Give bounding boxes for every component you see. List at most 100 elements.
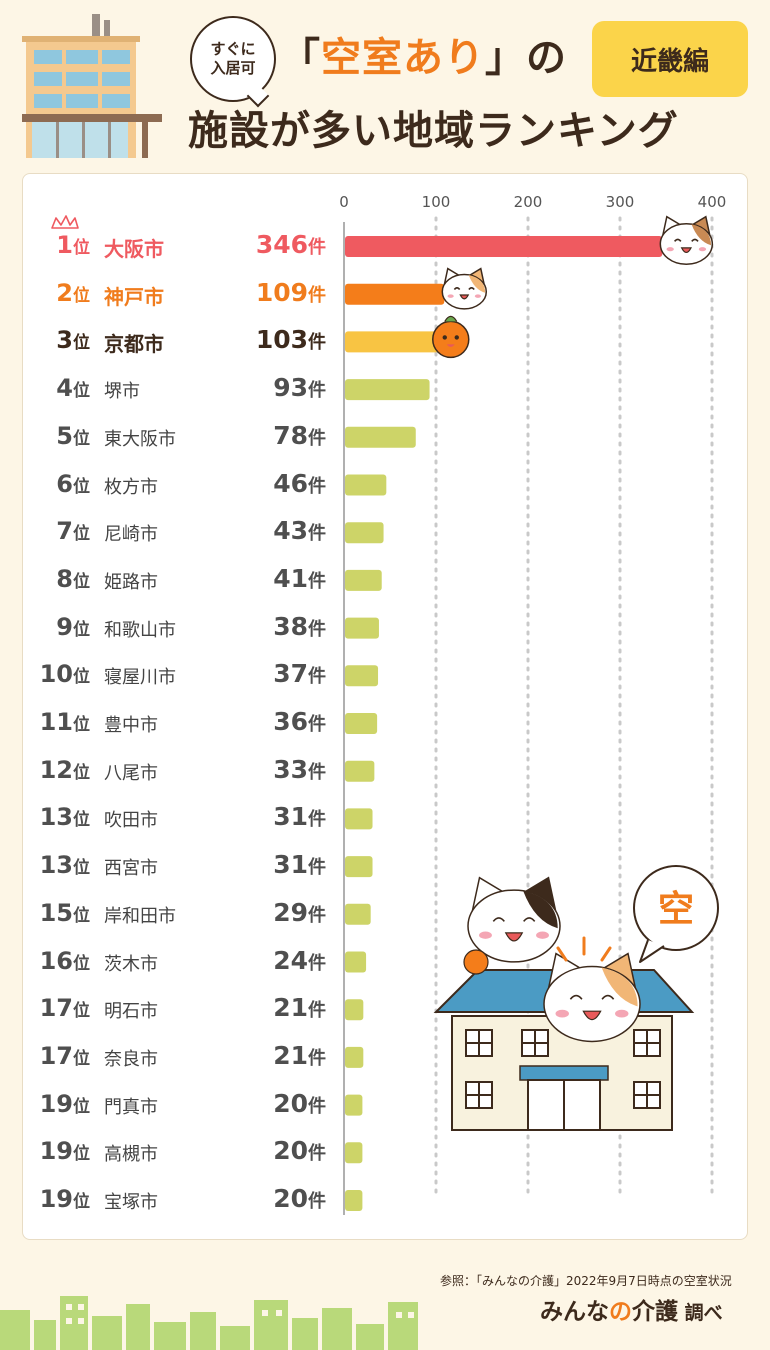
- facility-count: 78件: [236, 421, 326, 450]
- value-unit: 件: [308, 570, 326, 592]
- cat-face-icon: [659, 222, 714, 266]
- badge-line-1: すぐに: [210, 40, 256, 58]
- surprise-lines: [556, 936, 612, 962]
- bar-枚方市: [345, 474, 387, 496]
- brand-part-o: の: [609, 1299, 632, 1325]
- rank-number: 19: [39, 1185, 73, 1213]
- bar-堺市: [345, 379, 430, 401]
- bar-西宮市: [345, 856, 373, 878]
- rank-label: 7位: [0, 517, 90, 545]
- tabby-cat-icon-eye-right: [601, 994, 615, 1000]
- city-name: 大阪市: [104, 237, 164, 261]
- cat-face-icon-cheek-left: [666, 247, 674, 252]
- value-number: 43: [273, 516, 308, 546]
- city-name: 京都市: [104, 332, 164, 357]
- city-name: 豊中市: [104, 715, 158, 736]
- value-number: 346: [255, 230, 308, 259]
- tabby-cat-face-icon-eye-right: [468, 287, 475, 291]
- rank-number: 19: [39, 1089, 73, 1118]
- cat-face-icon-eye-right: [691, 238, 699, 242]
- cat-face-icon-patch: [691, 224, 712, 246]
- bar-大阪市: [345, 236, 663, 257]
- facility-count: 20件: [236, 1136, 326, 1165]
- rank-number: 4: [56, 374, 73, 403]
- bar-京都市: [345, 331, 439, 353]
- rank-suffix: 位: [73, 858, 90, 879]
- value-unit: 件: [308, 380, 326, 402]
- value-unit: 件: [308, 1191, 326, 1212]
- rank-number: 17: [39, 1041, 73, 1070]
- tabby-cat-face-icon-eye-left: [453, 287, 461, 291]
- value-unit: 件: [308, 1095, 326, 1117]
- rank-number: 2: [56, 278, 73, 307]
- building-icon: [22, 14, 162, 158]
- value-number: 20: [273, 1184, 308, 1213]
- city-name: 枚方市: [104, 476, 158, 498]
- speech-bubble-tail: [639, 939, 665, 963]
- badge-line-2: 入居可: [210, 59, 256, 77]
- rank-suffix: 位: [73, 905, 90, 926]
- bar-尼崎市: [345, 522, 384, 544]
- brand-suffix: 調べ: [678, 1302, 723, 1324]
- value-number: 78: [273, 420, 308, 450]
- bar-宝塚市: [345, 1190, 363, 1211]
- value-number: 93: [273, 373, 308, 403]
- tabby-cat-face-icon-cheek-right: [474, 294, 482, 298]
- rank-label: 6位: [0, 470, 90, 498]
- rank-label: 9位: [0, 613, 90, 641]
- rank-label: 17位: [0, 994, 90, 1022]
- city-name: 八尾市: [104, 762, 158, 784]
- value-unit: 件: [308, 857, 326, 879]
- x-tick-label: 200: [514, 193, 543, 211]
- facility-count: 93件: [236, 373, 326, 402]
- orange-eye-right: [454, 335, 459, 340]
- city-name: 明石市: [104, 1001, 158, 1023]
- value-number: 31: [273, 802, 308, 832]
- value-unit: 件: [308, 284, 326, 306]
- window-frame: [522, 1030, 548, 1056]
- facility-count: 20件: [236, 1184, 326, 1213]
- value-unit: 件: [308, 475, 326, 497]
- rank-number: 3: [56, 326, 73, 355]
- bar-茨木市: [345, 951, 367, 973]
- cat-face-icon-eye-left: [673, 238, 682, 242]
- rank-number: 7: [56, 517, 73, 546]
- facility-count: 37件: [236, 659, 326, 688]
- rank-suffix: 位: [73, 1096, 90, 1117]
- rank-number: 12: [39, 755, 73, 784]
- calico-cat-icon-mouth: [504, 932, 524, 942]
- tabby-cat-face-icon-cheek-left: [447, 294, 454, 298]
- orange-leaf: [444, 315, 458, 322]
- facility-count: 24件: [236, 946, 326, 975]
- rank-number: 13: [39, 851, 73, 880]
- rank-number: 9: [56, 612, 73, 641]
- bar-高槻市: [345, 1142, 363, 1164]
- rank-suffix: 位: [73, 619, 90, 640]
- city-name: 神戸市: [104, 284, 164, 309]
- title-open-bracket: 「: [280, 35, 321, 81]
- rank-label: 16位: [0, 947, 90, 975]
- rank-suffix: 位: [73, 715, 90, 735]
- rank-number: 11: [39, 708, 73, 736]
- rank-number: 5: [56, 421, 73, 450]
- rank-suffix: 位: [73, 571, 90, 592]
- rank-number: 8: [56, 564, 73, 593]
- value-number: 20: [273, 1136, 308, 1166]
- x-tick-label: 100: [422, 193, 451, 211]
- calico-cat-icon-eye-left: [492, 917, 505, 922]
- rank-label: 3位: [0, 326, 90, 354]
- rank-suffix: 位: [73, 476, 90, 497]
- rank-suffix: 位: [73, 1048, 90, 1069]
- value-number: 103: [255, 325, 308, 355]
- tabby-cat-face-icon: [441, 273, 488, 310]
- bar-明石市: [345, 999, 364, 1021]
- rank-suffix: 位: [73, 1144, 90, 1165]
- small-orange-icon: [463, 949, 489, 975]
- rank-label: 13位: [0, 851, 90, 879]
- value-number: 29: [273, 897, 308, 927]
- value-number: 38: [273, 611, 308, 641]
- value-unit: 件: [308, 1143, 326, 1165]
- facility-count: 46件: [236, 469, 326, 498]
- city-name: 宝塚市: [104, 1192, 158, 1213]
